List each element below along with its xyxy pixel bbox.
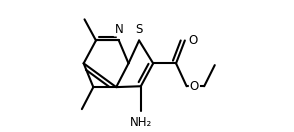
Text: O: O <box>190 80 199 93</box>
Text: S: S <box>136 23 143 36</box>
Text: O: O <box>188 34 197 47</box>
Text: N: N <box>114 23 123 36</box>
Text: NH₂: NH₂ <box>130 116 152 129</box>
